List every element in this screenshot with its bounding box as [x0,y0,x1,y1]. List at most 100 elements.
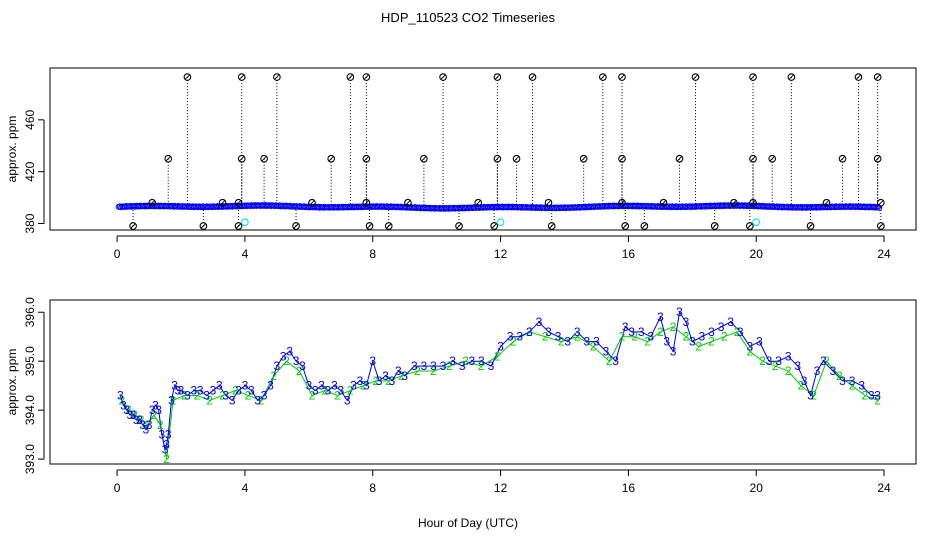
series-marker: 3 [190,384,197,398]
outlier-point [544,198,553,207]
series-marker: 3 [785,349,792,363]
outlier-point [528,73,537,81]
outlier-point-slash [495,156,500,162]
series-marker: 2 [590,340,597,354]
outlier-point-slash [530,74,535,80]
series-marker: 2 [810,388,817,402]
series-marker: 3 [849,374,856,388]
series-marker: 2 [836,369,843,383]
outlier-point [346,73,355,81]
series-marker: 3 [718,320,725,334]
series-line [121,326,878,460]
series-marker: 3 [120,398,127,412]
x-axis-label: Hour of Day (UTC) [418,516,518,530]
series-marker: 2 [347,384,354,398]
outlier-point-slash [808,223,813,229]
outlier-point [164,154,173,163]
series-marker: 3 [165,428,172,442]
bottom-panel-frame [49,299,917,465]
outlier-point-slash [622,223,628,229]
series-marker: 3 [216,379,223,393]
series-marker: 2 [683,330,690,344]
bottom-panel-x-axis: 0 4 8 12 16 20 24 [114,469,891,495]
x-tick-label: 20 [750,481,764,495]
outlier-point-slash [293,223,299,229]
series-marker: 2 [138,413,145,427]
outlier-point-slash [261,156,267,162]
outlier-point [234,198,243,207]
series-marker: 3 [801,374,808,388]
outlier-point [234,222,243,230]
series-marker: 3 [555,330,562,344]
series-marker: 3 [737,325,744,339]
outlier-point [327,154,336,163]
series-marker: 3 [395,364,402,378]
series-marker: 2 [398,369,405,383]
outlier-point-slash [309,200,315,206]
series-marker: 3 [689,335,696,349]
outlier-point-slash [201,223,206,229]
series-marker: 3 [130,408,137,422]
outlier-point [493,154,502,163]
series-marker: 2 [526,325,533,339]
series-marker: 2 [510,335,517,349]
outlier-point-slash [750,200,756,206]
series-marker: 3 [839,374,846,388]
series-marker: 2 [321,384,328,398]
series-marker: 3 [168,393,175,407]
series-marker: 2 [785,364,792,378]
outlier-point [749,154,757,163]
series-marker: 3 [507,330,514,344]
outlier-point-slash [878,200,884,206]
series-marker: 3 [794,359,801,373]
outlier-point-slash [236,200,241,206]
outlier-point [129,222,137,230]
series-marker: 3 [488,359,495,373]
series-marker: 2 [373,374,380,388]
outlier-point-slash [239,74,245,80]
outlier-point [659,198,668,207]
outlier-point [730,198,738,207]
series-marker: 2 [414,364,421,378]
series-marker: 3 [162,442,169,456]
series-marker: 3 [775,354,782,368]
x-tick-label: 8 [369,247,376,261]
outlier-point [618,73,626,81]
series-marker: 3 [708,325,715,339]
outlier-point-slash [546,200,551,206]
outlier-point-slash [364,156,369,162]
outlier-point [745,222,754,230]
outlier-point [873,154,882,163]
outlier-point-slash [328,156,334,162]
outlier-point-slash [619,156,625,162]
top-panel: 0 4 8 12 16 20 24 380 420 460 approx. ppm [5,67,917,261]
outlier-point-slash [769,156,775,162]
outlier-point [838,154,847,163]
y-tick-label: 393.0 [23,444,37,474]
outlier-point-slash [619,74,625,80]
series-marker: 3 [229,393,236,407]
series-marker: 3 [612,354,619,368]
outlier-point [384,222,393,230]
series-marker: 3 [389,374,396,388]
series-marker: 3 [858,379,865,393]
outlier-point [547,222,556,230]
outlier-point-slash [600,74,606,80]
series-marker: 3 [280,349,287,363]
outlier-point [621,222,630,230]
series-marker: 2 [734,325,741,339]
series-marker: 3 [478,354,485,368]
series-marker: 3 [584,335,591,349]
series-marker: 2 [283,354,290,368]
series-marker: 3 [440,359,447,373]
outlier-point [218,198,227,207]
outlier-point [873,73,882,81]
bottom-panel-y-label: approx. ppm [5,349,19,416]
outlier-point [618,198,626,207]
series-marker: 2 [657,325,664,339]
series-marker: 2 [131,408,138,422]
series-marker: 3 [171,379,178,393]
series-marker: 3 [235,384,242,398]
